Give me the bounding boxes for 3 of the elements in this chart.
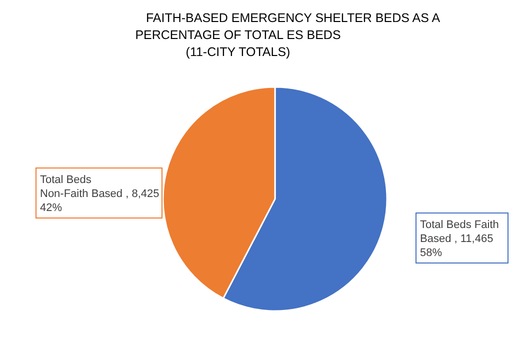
slice-label: Total Beds Non-Faith Based , 8,425 42% [40,174,160,214]
chart-title: FAITH-BASED EMERGENCY SHELTER BEDS AS A PERCENTAGE OF TOTAL ES BEDS (11-CITY TOTALS) [135,11,441,59]
slice-label: Total Beds Faith Based , 11,465 58% [420,219,499,259]
